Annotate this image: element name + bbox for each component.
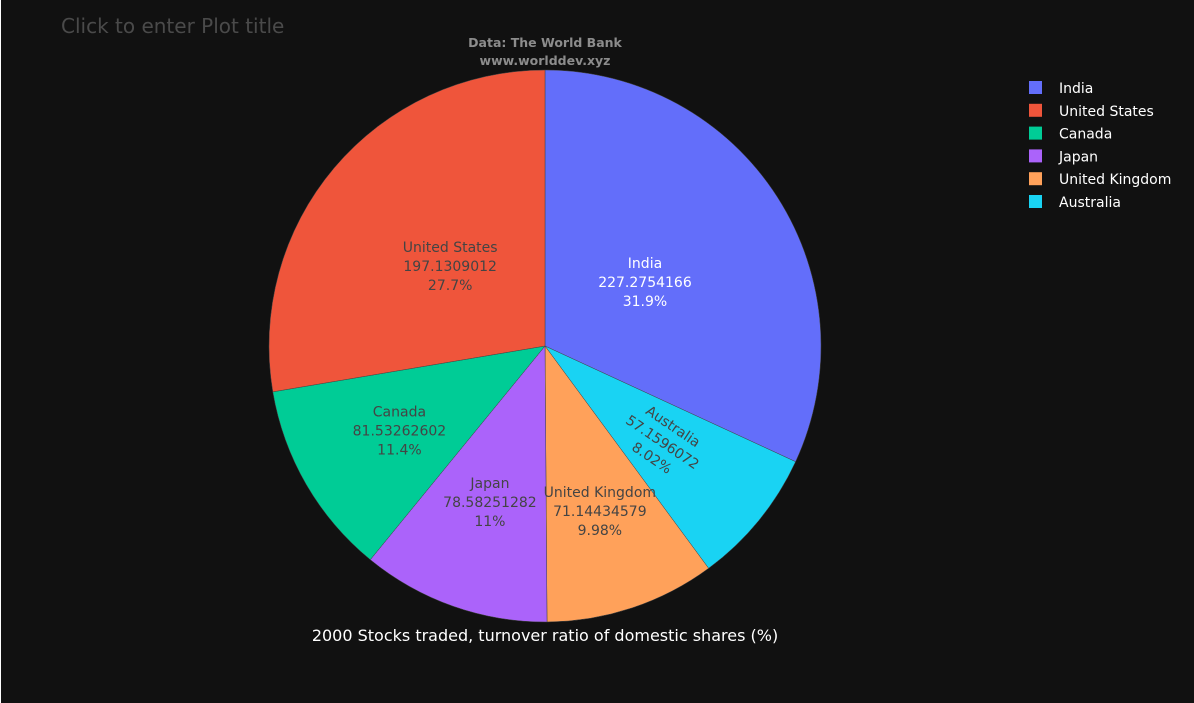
pie-label-value: 78.58251282 bbox=[443, 495, 537, 511]
pie-label-name: Canada bbox=[373, 405, 426, 421]
pie-slice-india[interactable] bbox=[544, 69, 822, 463]
legend-item-australia[interactable]: Australia bbox=[1029, 195, 1121, 211]
pie-label-percent: 11% bbox=[474, 514, 505, 530]
pie-label-percent: 31.9% bbox=[623, 294, 667, 310]
legend-swatch bbox=[1029, 172, 1042, 186]
pie-label-percent: 27.7% bbox=[428, 278, 472, 294]
legend: India United States Canada Japan United King… bbox=[1029, 81, 1171, 211]
pie-label-name: Japan bbox=[469, 476, 509, 492]
pie-label-india: India 227.2754166 31.9% bbox=[598, 256, 692, 310]
pie-label-name: India bbox=[628, 256, 662, 272]
source-annotation-line-2: www.worlddev.xyz bbox=[480, 53, 611, 68]
legend-label: Australia bbox=[1059, 195, 1121, 211]
pie-slice-canada[interactable] bbox=[272, 345, 546, 561]
pie-label-name: United Kingdom bbox=[544, 485, 656, 501]
legend-label: United States bbox=[1059, 104, 1154, 120]
legend-label: India bbox=[1059, 81, 1093, 97]
pie-label-japan: Japan 78.58251282 11% bbox=[443, 476, 537, 530]
pie-slice-labels: India227.275416631.9%Australia57.1596072… bbox=[353, 240, 703, 539]
pie-label-value: 71.14434579 bbox=[553, 504, 647, 520]
legend-swatch bbox=[1029, 103, 1042, 117]
pie-slice-united-states[interactable] bbox=[268, 69, 546, 393]
legend-label: Canada bbox=[1059, 127, 1112, 143]
pie-label-name: United States bbox=[403, 240, 498, 256]
pie-label-united-kingdom: United Kingdom 71.14434579 9.98% bbox=[544, 485, 656, 539]
pie-label-canada: Canada 81.53262602 11.4% bbox=[353, 405, 447, 459]
pie-label-value: 197.1309012 bbox=[403, 259, 497, 275]
legend-swatch bbox=[1029, 81, 1042, 94]
plot-title-placeholder[interactable]: Click to enter Plot title bbox=[61, 14, 284, 38]
legend-swatch bbox=[1029, 126, 1042, 140]
legend-swatch bbox=[1029, 195, 1042, 208]
legend-swatch bbox=[1029, 149, 1042, 163]
pie-slice-united-kingdom[interactable] bbox=[544, 345, 709, 623]
pie-label-value: 81.53262602 bbox=[353, 424, 447, 440]
pie-label-value: 227.2754166 bbox=[598, 275, 692, 291]
legend-label: United Kingdom bbox=[1059, 172, 1171, 188]
pie-slice-australia[interactable] bbox=[544, 345, 796, 569]
source-annotation-line-1: Data: The World Bank bbox=[468, 35, 622, 50]
pie-label-percent: 9.98% bbox=[578, 523, 622, 539]
pie-label-percent: 11.4% bbox=[377, 443, 421, 459]
legend-item-india[interactable]: India bbox=[1029, 81, 1093, 97]
legend-item-canada[interactable]: Canada bbox=[1029, 126, 1112, 143]
pie-slice-japan[interactable] bbox=[369, 345, 548, 623]
legend-item-japan[interactable]: Japan bbox=[1029, 149, 1098, 165]
legend-item-united-states[interactable]: United States bbox=[1029, 103, 1154, 120]
legend-item-united-kingdom[interactable]: United Kingdom bbox=[1029, 172, 1171, 188]
legend-label: Japan bbox=[1058, 149, 1098, 165]
pie-label-united-states: United States 197.1309012 27.7% bbox=[403, 240, 498, 294]
pie-slices bbox=[268, 69, 822, 623]
pie-title: 2000 Stocks traded, turnover ratio of do… bbox=[312, 626, 778, 645]
